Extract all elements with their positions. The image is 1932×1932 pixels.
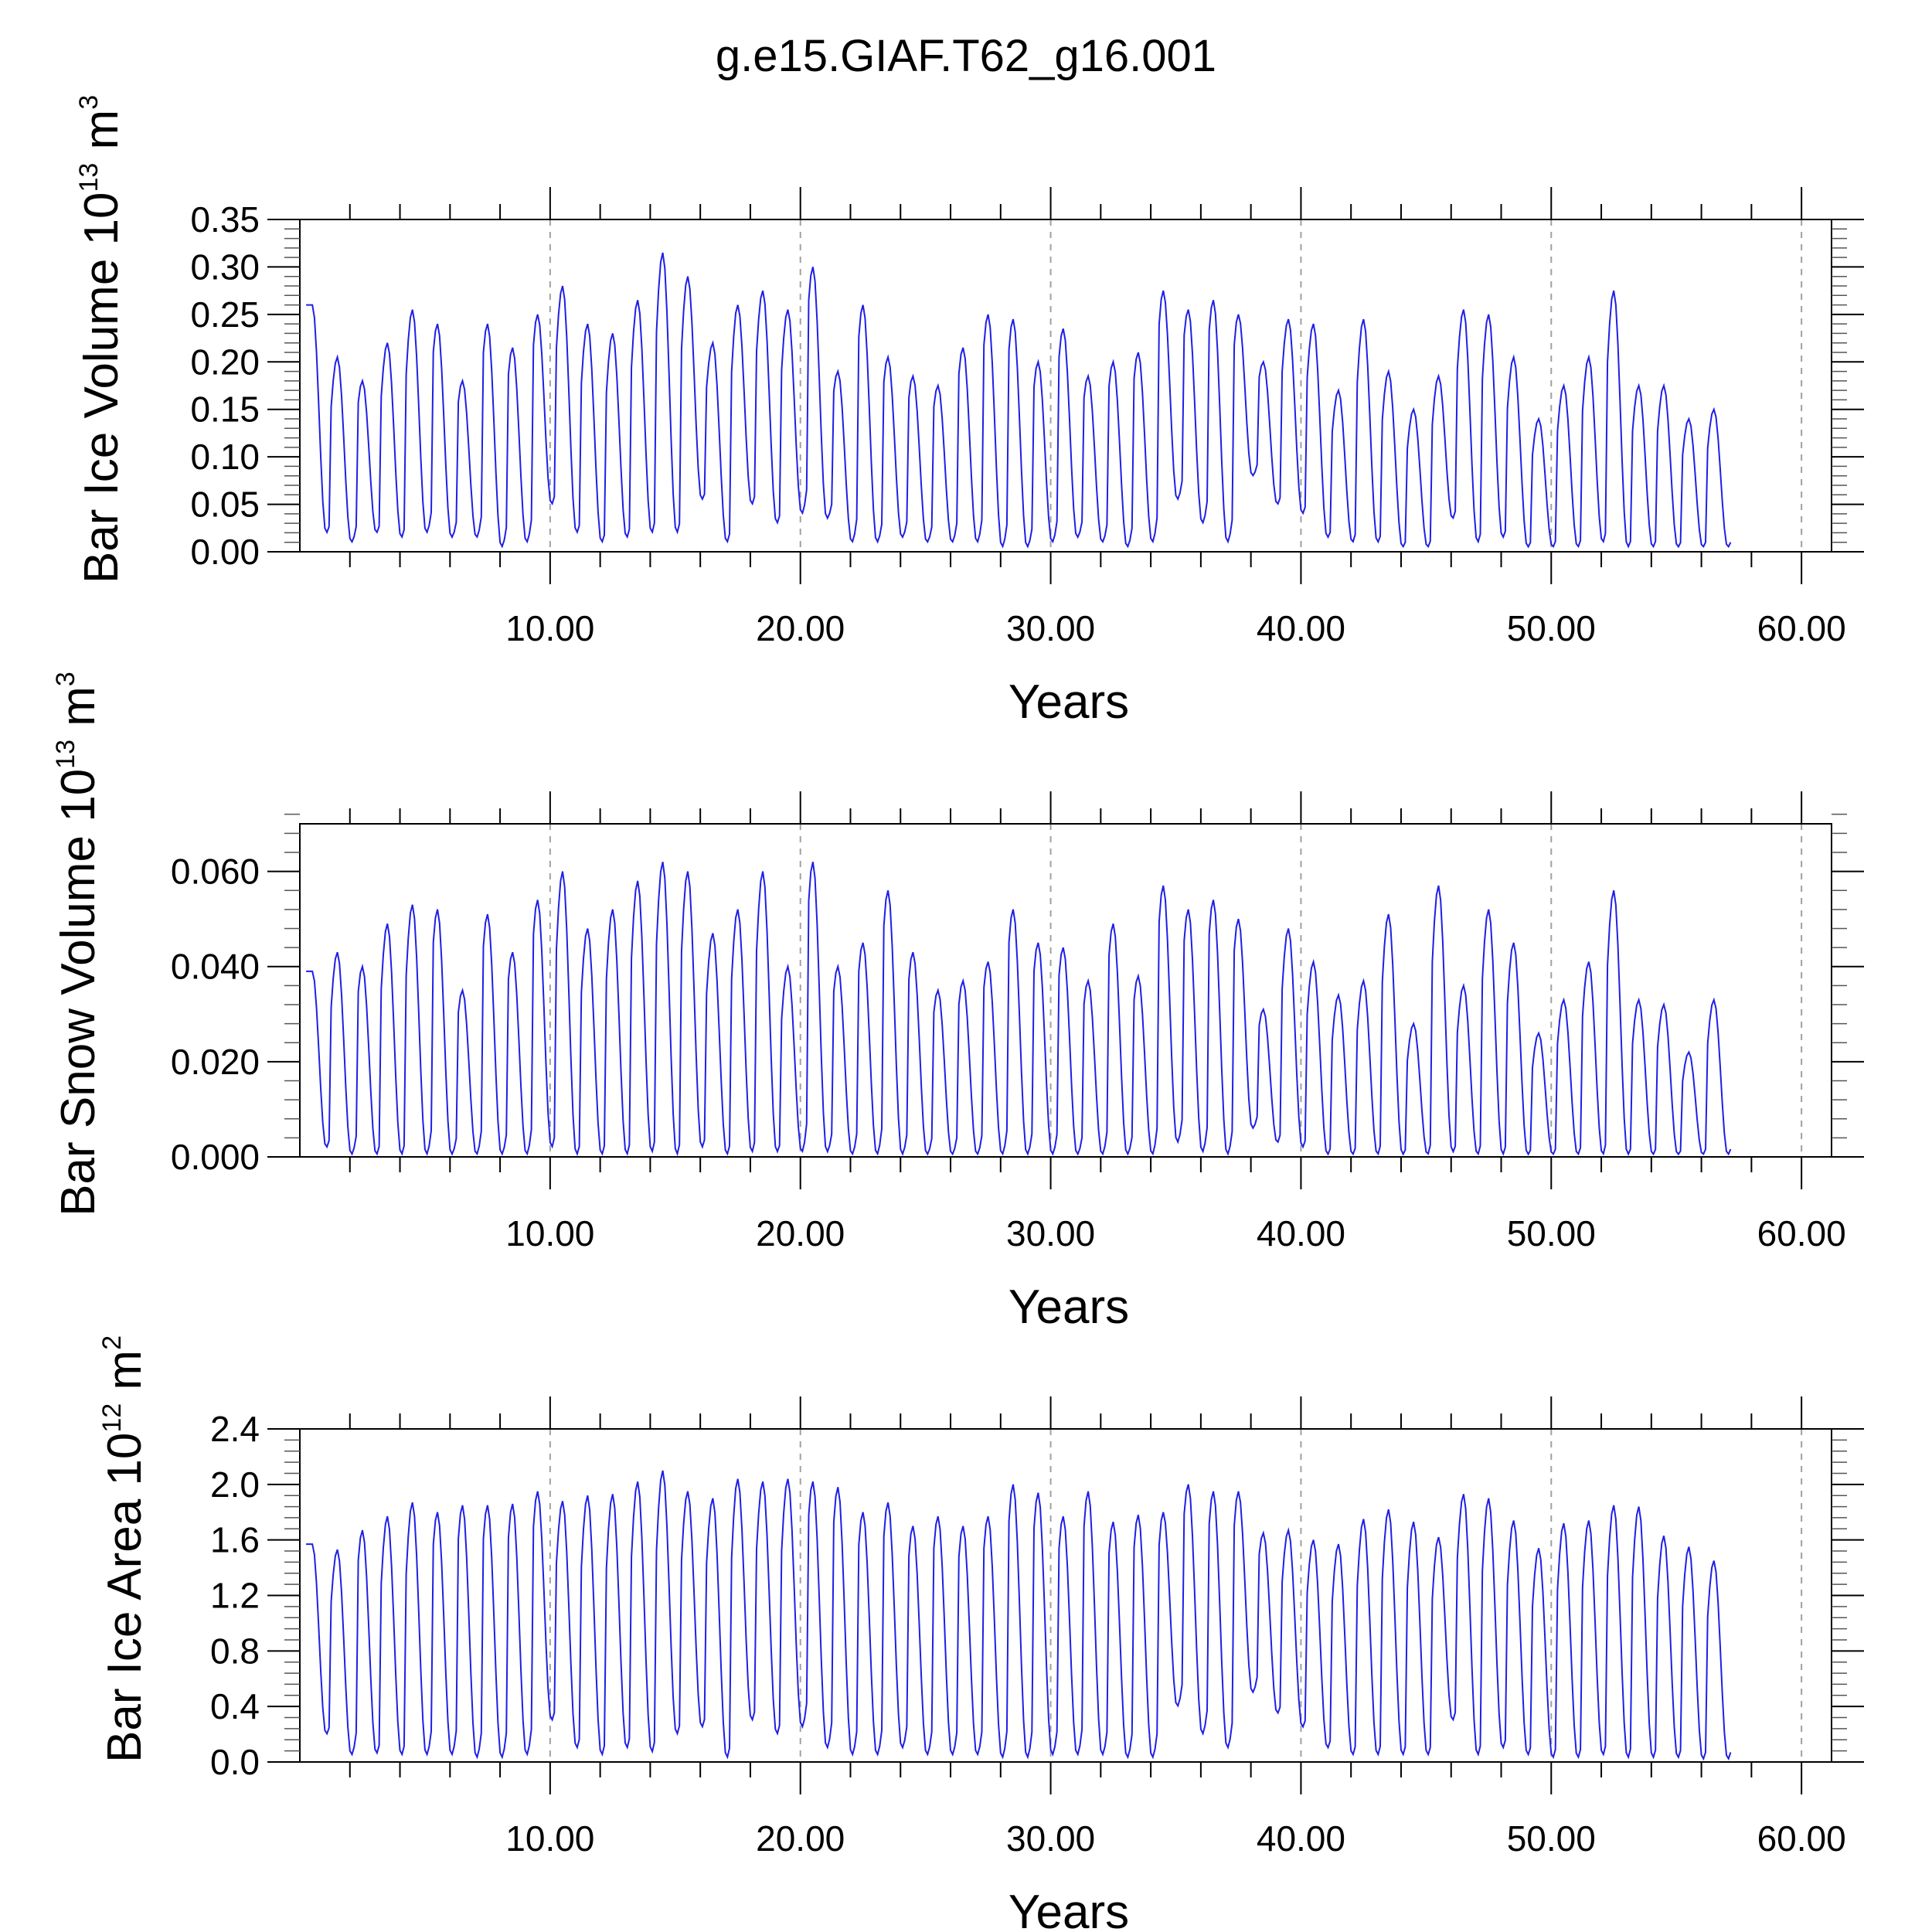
x-axis-label: Years [1009, 675, 1129, 729]
plot-frame [299, 823, 1832, 1158]
y-axis-label: Bar Ice Area 1012 m2 [97, 1335, 151, 1763]
figure-title: g.e15.GIAF.T62_g16.001 [716, 31, 1216, 81]
y-tick-label: 0.000 [171, 1137, 260, 1177]
x-axis-label: Years [1009, 1281, 1129, 1334]
y-tick-label: 0.15 [190, 389, 260, 430]
y-tick-label: 1.6 [210, 1520, 260, 1560]
y-tick-label: 0.25 [190, 294, 260, 335]
y-tick-label: 0.35 [190, 199, 260, 240]
x-tick-label: 50.00 [1507, 1818, 1596, 1859]
x-tick-label: 20.00 [756, 1213, 845, 1253]
panel-ice-area: 0.0 0.4 0.8 1.2 1.6 2.0 2.4 10.00 20.00 30.00 40.0… [97, 1335, 1864, 1932]
series-line [306, 1470, 1732, 1761]
x-tick-label: 50.00 [1507, 1213, 1596, 1253]
x-tick-label: 40.00 [1257, 1818, 1345, 1859]
x-tick-label: 40.00 [1257, 608, 1345, 648]
panel-snow-volume: 0.000 0.020 0.040 0.060 10.00 20.00 30.00 40.00… [51, 672, 1864, 1334]
x-tick-label: 60.00 [1757, 608, 1846, 648]
x-tick-label: 30.00 [1006, 1213, 1095, 1253]
x-tick-label: 10.00 [505, 1213, 594, 1253]
y-axis-label: Bar Snow Volume 1013 m3 [51, 672, 105, 1216]
y-tick-label: 0.8 [210, 1631, 260, 1671]
y-tick-label: 2.0 [210, 1464, 260, 1505]
panels: 0.00 0.05 0.10 0.15 0.20 0.25 0.30 0.35 10.00 20.… [51, 95, 1864, 1932]
y-tick-label: 0.20 [190, 342, 260, 382]
y-tick-label: 0.30 [190, 247, 260, 287]
x-tick-label: 20.00 [756, 608, 845, 648]
x-tick-label: 20.00 [756, 1818, 845, 1859]
x-tick-label: 30.00 [1006, 1818, 1095, 1859]
plot-frame [299, 1428, 1832, 1763]
series-line [306, 862, 1732, 1157]
y-axis-label: Bar Ice Volume 1013 m3 [74, 95, 128, 583]
x-axis-label: Years [1009, 1886, 1129, 1932]
x-tick-label: 30.00 [1006, 608, 1095, 648]
panel-ice-volume: 0.00 0.05 0.10 0.15 0.20 0.25 0.30 0.35 10.00 20.… [74, 95, 1864, 729]
x-tick-label: 40.00 [1257, 1213, 1345, 1253]
y-tick-label: 0.00 [190, 532, 260, 572]
plot-frame [299, 219, 1832, 553]
y-tick-label: 2.4 [210, 1409, 260, 1449]
x-tick-label: 10.00 [505, 608, 594, 648]
x-tick-label: 10.00 [505, 1818, 594, 1859]
y-tick-label: 0.05 [190, 485, 260, 525]
y-tick-label: 0.0 [210, 1742, 260, 1782]
y-tick-label: 0.10 [190, 437, 260, 477]
x-tick-label: 60.00 [1757, 1818, 1846, 1859]
x-tick-label: 50.00 [1507, 608, 1596, 648]
y-tick-label: 0.020 [171, 1042, 260, 1082]
y-tick-label: 0.040 [171, 947, 260, 987]
x-tick-label: 60.00 [1757, 1213, 1846, 1253]
y-tick-label: 1.2 [210, 1576, 260, 1616]
y-tick-label: 0.060 [171, 852, 260, 892]
y-tick-label: 0.4 [210, 1686, 260, 1726]
series-line [306, 252, 1732, 549]
